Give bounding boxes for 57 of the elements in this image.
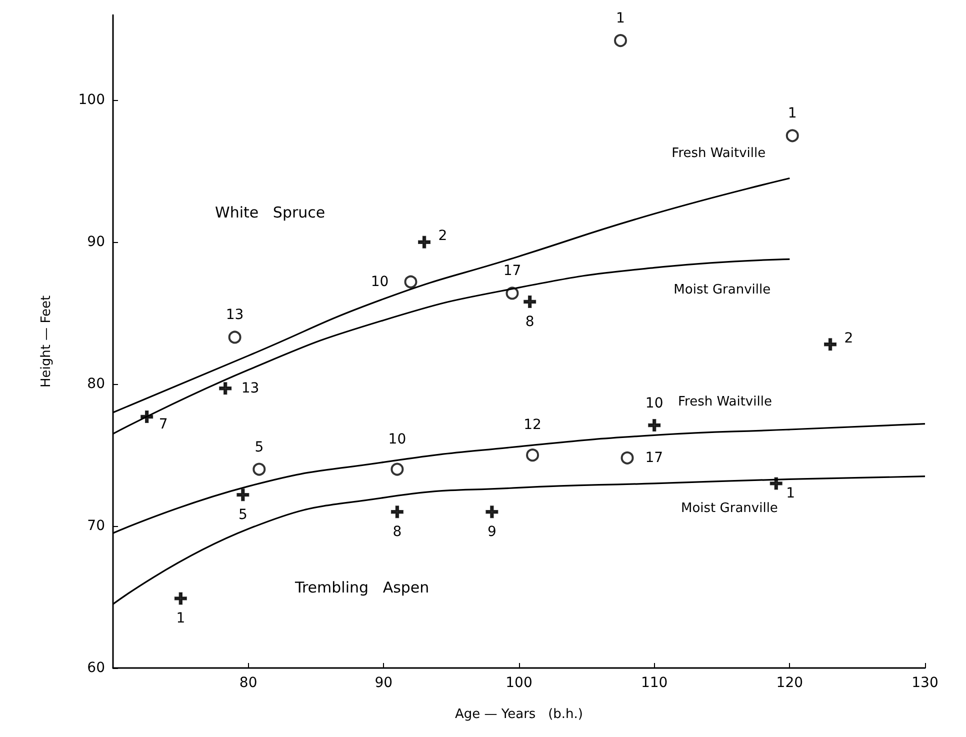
point [418,236,431,248]
point [390,462,404,476]
point [390,506,404,518]
annotation: 10 [388,431,406,448]
point [526,448,540,462]
annotation: 1 [786,485,796,502]
annotation: 7 [158,416,168,433]
annotation: White Spruce [215,204,326,222]
point [824,338,837,351]
y-tick-label: 90 [87,234,105,250]
annotation: 5 [254,439,264,456]
x-tick-label: 130 [912,675,938,691]
y-tick-label: 100 [78,92,105,108]
point [252,462,266,476]
point [614,34,627,48]
annotation: 1 [176,610,186,626]
point [228,330,242,344]
point [404,275,418,288]
point [524,296,536,308]
point [174,592,187,605]
annotation: Trembling Aspen [294,578,430,596]
x-tick-label: 120 [776,675,804,691]
annotation: 13 [241,380,260,396]
annotation: 8 [392,524,402,540]
series-label: Fresh Waitville [678,394,772,410]
point [486,506,498,518]
x-axis-title: Age — Years (b.h.) [454,707,584,722]
point [620,451,634,464]
annotation: 17 [645,450,664,466]
point [770,477,782,490]
x-tick-label: 90 [374,675,393,691]
y-tick-label: 80 [87,376,105,392]
annotation: 10 [370,274,389,290]
point [786,129,799,142]
annotation: 13 [226,307,244,324]
annotation: 5 [238,506,248,523]
x-tick-label: 110 [640,675,668,691]
point [236,488,250,502]
y-axis-title: Height — Feet [39,295,54,388]
annotation: 8 [525,314,534,330]
annotation: 2 [844,330,854,346]
y-tick-label: 60 [87,660,105,676]
annotation: 1 [616,10,625,27]
annotation: 9 [487,524,496,540]
annotation: 17 [503,263,522,280]
x-tick-label: 100 [506,675,532,691]
point [219,382,232,395]
series-label: Moist Granville [674,282,771,298]
annotation: 2 [438,228,448,244]
y-tick-label: 70 [87,518,105,534]
annotation: 1 [788,106,797,122]
annotation: 10 [645,395,664,412]
series-label: Moist Granville [681,500,778,516]
point [648,419,661,432]
series-label: Fresh Waitville [672,146,766,161]
annotation: 12 [524,417,542,434]
x-tick-label: 80 [239,675,258,691]
